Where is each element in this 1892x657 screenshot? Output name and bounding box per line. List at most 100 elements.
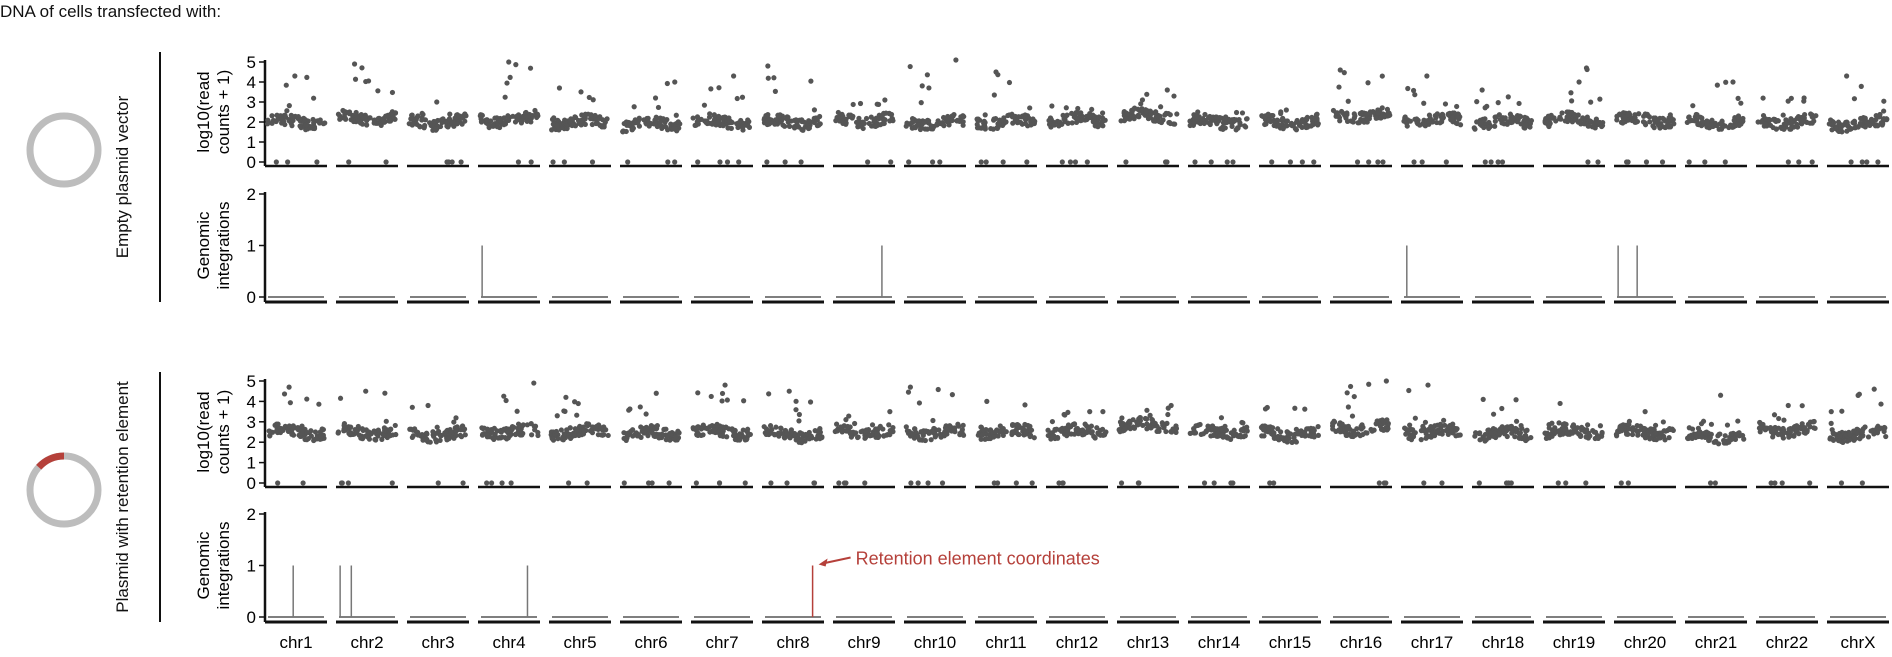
read-points-chrX <box>1826 73 1890 165</box>
integ-ylabel-line1: Genomic <box>194 531 213 600</box>
integ-ytick-label: 0 <box>247 288 256 307</box>
read-points-chr21 <box>1684 79 1746 165</box>
annotation-label: Retention element coordinates <box>856 549 1100 569</box>
read-ytick-label: 3 <box>247 413 256 432</box>
integ-ytick-label: 0 <box>247 608 256 627</box>
read-points-chr20 <box>1613 409 1676 486</box>
read-ytick-label: 0 <box>247 153 256 172</box>
read-points-chr1 <box>266 384 327 486</box>
retention-element-arc <box>36 452 65 470</box>
read-points-chr20 <box>1614 110 1677 165</box>
read-ytick-label: 1 <box>247 133 256 152</box>
chromosome-label: chr22 <box>1766 633 1809 652</box>
chromosome-label: chr16 <box>1340 633 1383 652</box>
read-ytick-label: 5 <box>247 53 256 72</box>
read-points-chr12 <box>1045 409 1109 486</box>
integ-ytick-label: 1 <box>247 557 256 576</box>
read-points-chr13 <box>1118 87 1180 165</box>
read-points-chr8 <box>761 63 823 165</box>
read-points-chr21 <box>1685 392 1747 486</box>
read-points-chr11 <box>974 69 1038 165</box>
read-ytick-label: 5 <box>247 372 256 391</box>
read-points-chr3 <box>406 99 469 165</box>
integ-ytick-label: 2 <box>247 185 256 204</box>
figure-title: DNA of cells transfected with: <box>0 2 222 21</box>
chromosome-label: chr5 <box>563 633 596 652</box>
read-points-chr12 <box>1046 103 1108 165</box>
condition-label: Plasmid with retention element <box>113 381 132 613</box>
empty-plasmid-icon <box>26 112 102 188</box>
chromosome-label: chr6 <box>634 633 667 652</box>
chromosome-label: chr14 <box>1198 633 1241 652</box>
integ-ylabel-line2: integrations <box>214 202 233 290</box>
chromosome-label: chr15 <box>1269 633 1312 652</box>
read-points-chr11 <box>975 398 1037 486</box>
read-points-chr7 <box>690 382 753 486</box>
chromosome-label: chr8 <box>776 633 809 652</box>
read-ylabel-line2: counts + 1) <box>214 70 233 155</box>
read-points-chr2 <box>335 61 399 165</box>
read-ylabel-line1: log10(read <box>194 71 213 152</box>
chromosome-label: chr9 <box>847 633 880 652</box>
integration-plot: Genomic integrations 0 1 2 <box>194 185 1889 307</box>
chromosome-label: chr20 <box>1624 633 1667 652</box>
integ-ylabel-line1: Genomic <box>194 211 213 280</box>
read-points-chr9 <box>833 97 896 165</box>
integ-ytick-label: 2 <box>247 505 256 524</box>
read-points-chr17 <box>1401 73 1464 165</box>
chromosome-label: chr13 <box>1127 633 1170 652</box>
read-points-chr15 <box>1259 107 1321 165</box>
read-points-chr7 <box>690 73 753 165</box>
read-ytick-label: 2 <box>247 113 256 132</box>
read-ytick-label: 3 <box>247 93 256 112</box>
read-points-chr1 <box>264 73 328 165</box>
read-ytick-label: 1 <box>247 454 256 473</box>
chromosome-label: chr11 <box>985 633 1026 652</box>
read-points-chr22 <box>1756 402 1818 486</box>
integration-plot: Genomic integrations 0 1 2 Retention element … <box>194 505 1889 652</box>
read-ytick-label: 0 <box>247 474 256 493</box>
chromosome-label: chr3 <box>421 633 454 652</box>
read-points-chr3 <box>407 402 468 486</box>
chromosome-label: chr17 <box>1411 633 1454 652</box>
read-ytick-label: 2 <box>247 433 256 452</box>
read-points-chr19 <box>1542 65 1606 165</box>
chromosome-label: chr7 <box>705 633 738 652</box>
integ-ylabel-line2: integrations <box>214 522 233 610</box>
read-points-chr16 <box>1329 378 1391 486</box>
read-points-chr16 <box>1330 67 1393 165</box>
read-ylabel-line1: log10(read <box>194 391 213 472</box>
read-points-chr9 <box>832 409 896 486</box>
read-points-chr8 <box>761 388 825 486</box>
chromosome-label: chr4 <box>492 633 525 652</box>
chromosome-label: chr21 <box>1695 633 1738 652</box>
read-points-chr4 <box>477 59 541 165</box>
read-points-chr15 <box>1258 404 1321 486</box>
read-points-chr17 <box>1402 382 1463 486</box>
read-points-chr13 <box>1116 402 1180 486</box>
plasmid-ring <box>26 112 102 188</box>
read-points-chr5 <box>549 85 610 165</box>
read-points-chrX <box>1827 386 1889 486</box>
read-points-chr22 <box>1755 95 1819 165</box>
annotation-arrow <box>822 556 851 565</box>
chromosome-label: chr10 <box>914 633 957 652</box>
read-ytick-label: 4 <box>247 392 256 411</box>
read-points-chr14 <box>1187 415 1250 486</box>
read-points-chr4 <box>479 380 541 486</box>
chromosome-label: chr1 <box>279 633 312 652</box>
read-ytick-label: 4 <box>247 73 256 92</box>
read-points-chr6 <box>621 390 682 486</box>
condition-label: Empty plasmid vector <box>113 95 132 258</box>
read-points-chr10 <box>903 57 967 165</box>
panel-retention-element: Plasmid with retention element log10(read… <box>26 372 1889 652</box>
read-points-chr5 <box>548 394 611 486</box>
read-points-chr19 <box>1542 400 1605 486</box>
chromosome-label: chr19 <box>1553 633 1596 652</box>
chromosome-label: chrX <box>1841 633 1876 652</box>
chromosome-label: chr18 <box>1482 633 1525 652</box>
panel-empty-vector: Empty plasmid vector log10(read counts + 1… <box>26 52 1890 307</box>
